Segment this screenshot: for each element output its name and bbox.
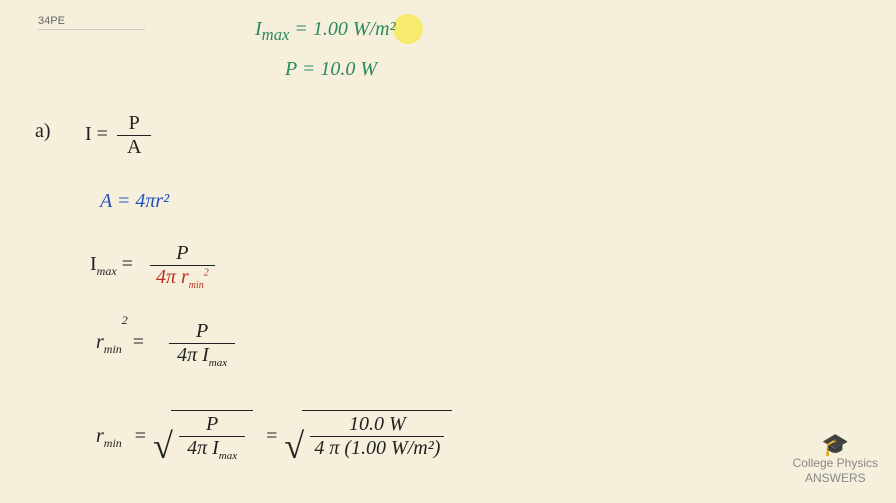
eq5-den1: 4π Imax <box>179 437 245 460</box>
area-formula: A = 4πr² <box>100 190 169 213</box>
i-max-units: m² <box>375 18 395 40</box>
eq4-den-text: 4π I <box>177 344 209 366</box>
sqrt-2: √ 10.0 W 4 π (1.00 W/m²) <box>290 410 452 464</box>
eq3-fraction: P 4π rmin2 <box>150 242 215 289</box>
logo-line2: ANSWERS <box>793 471 878 485</box>
eq5-equals1: = <box>135 425 146 447</box>
sqrt-symbol-2: √ <box>284 428 304 464</box>
eq5-den1-sub: max <box>219 450 237 462</box>
rmin-formula: rmin = √ P 4π Imax = √ 10.0 W 4 π (1.00 … <box>96 410 452 464</box>
eq1-fraction: P A <box>117 112 151 159</box>
eq3-den-text: 4π r <box>156 266 189 288</box>
eq3-den-sup: 2 <box>204 267 209 278</box>
eq5-lhs: rmin <box>96 425 122 447</box>
i-max-value: = 1.00 W/ <box>289 18 375 40</box>
eq5-den1-text: 4π I <box>187 437 219 459</box>
logo-line1: College Physics <box>793 456 878 470</box>
eq3-i: I <box>90 253 97 275</box>
sqrt-bar-1: P 4π Imax <box>171 410 253 464</box>
sqrt-bar-2: 10.0 W 4 π (1.00 W/m²) <box>302 410 452 464</box>
eq4-r: r <box>96 331 104 353</box>
eq5-fraction1: P 4π Imax <box>179 413 245 460</box>
eq3-lhs: Imax <box>90 253 117 275</box>
eq4-sq-sup: 2 <box>122 313 128 327</box>
eq5-fraction2: 10.0 W 4 π (1.00 W/m²) <box>310 413 444 460</box>
intensity-formula: I = P A <box>85 112 151 159</box>
sqrt-symbol-1: √ <box>153 428 173 464</box>
eq3-equals: = <box>122 253 133 275</box>
problem-label: 34PE <box>38 15 145 30</box>
eq1-numerator: P <box>117 112 151 136</box>
eq4-den-sub: max <box>209 357 227 369</box>
eq3-max-sub: max <box>97 264 117 278</box>
eq4-fraction: P 4π Imax <box>169 320 235 367</box>
eq5-min-sub: min <box>104 436 122 450</box>
eq3-denominator: 4π rmin2 <box>150 266 215 289</box>
imax-formula: Imax = P 4π rmin2 <box>90 242 215 289</box>
eq1-denominator: A <box>117 136 151 159</box>
part-a-label: a) <box>35 120 51 143</box>
graduation-cap-icon: 🎓 <box>793 434 878 456</box>
eq5-num1: P <box>179 413 245 437</box>
rmin-squared-formula: rmin2 = P 4π Imax <box>96 320 235 367</box>
eq4-denominator: 4π Imax <box>169 344 235 367</box>
i-max-symbol: I <box>255 18 262 40</box>
eq4-min-sub: min <box>104 342 122 356</box>
brand-logo: 🎓 College Physics ANSWERS <box>793 434 878 485</box>
eq5-equals2: = <box>266 425 277 447</box>
given-power: P = 10.0 W <box>285 58 377 81</box>
eq3-den-sub: min <box>189 280 204 291</box>
eq5-den2: 4 π (1.00 W/m²) <box>310 437 444 460</box>
eq4-numerator: P <box>169 320 235 344</box>
eq3-numerator: P <box>150 242 215 266</box>
sqrt-1: √ P 4π Imax <box>159 410 253 464</box>
eq5-r: r <box>96 425 104 447</box>
eq1-lhs: I = <box>85 123 108 145</box>
eq4-equals: = <box>133 331 144 353</box>
given-intensity: Imax = 1.00 W/m² <box>255 18 396 41</box>
highlight-circle <box>393 14 423 44</box>
i-max-subscript: max <box>262 25 290 44</box>
eq4-lhs: rmin2 <box>96 331 128 353</box>
eq5-num2: 10.0 W <box>310 413 444 437</box>
